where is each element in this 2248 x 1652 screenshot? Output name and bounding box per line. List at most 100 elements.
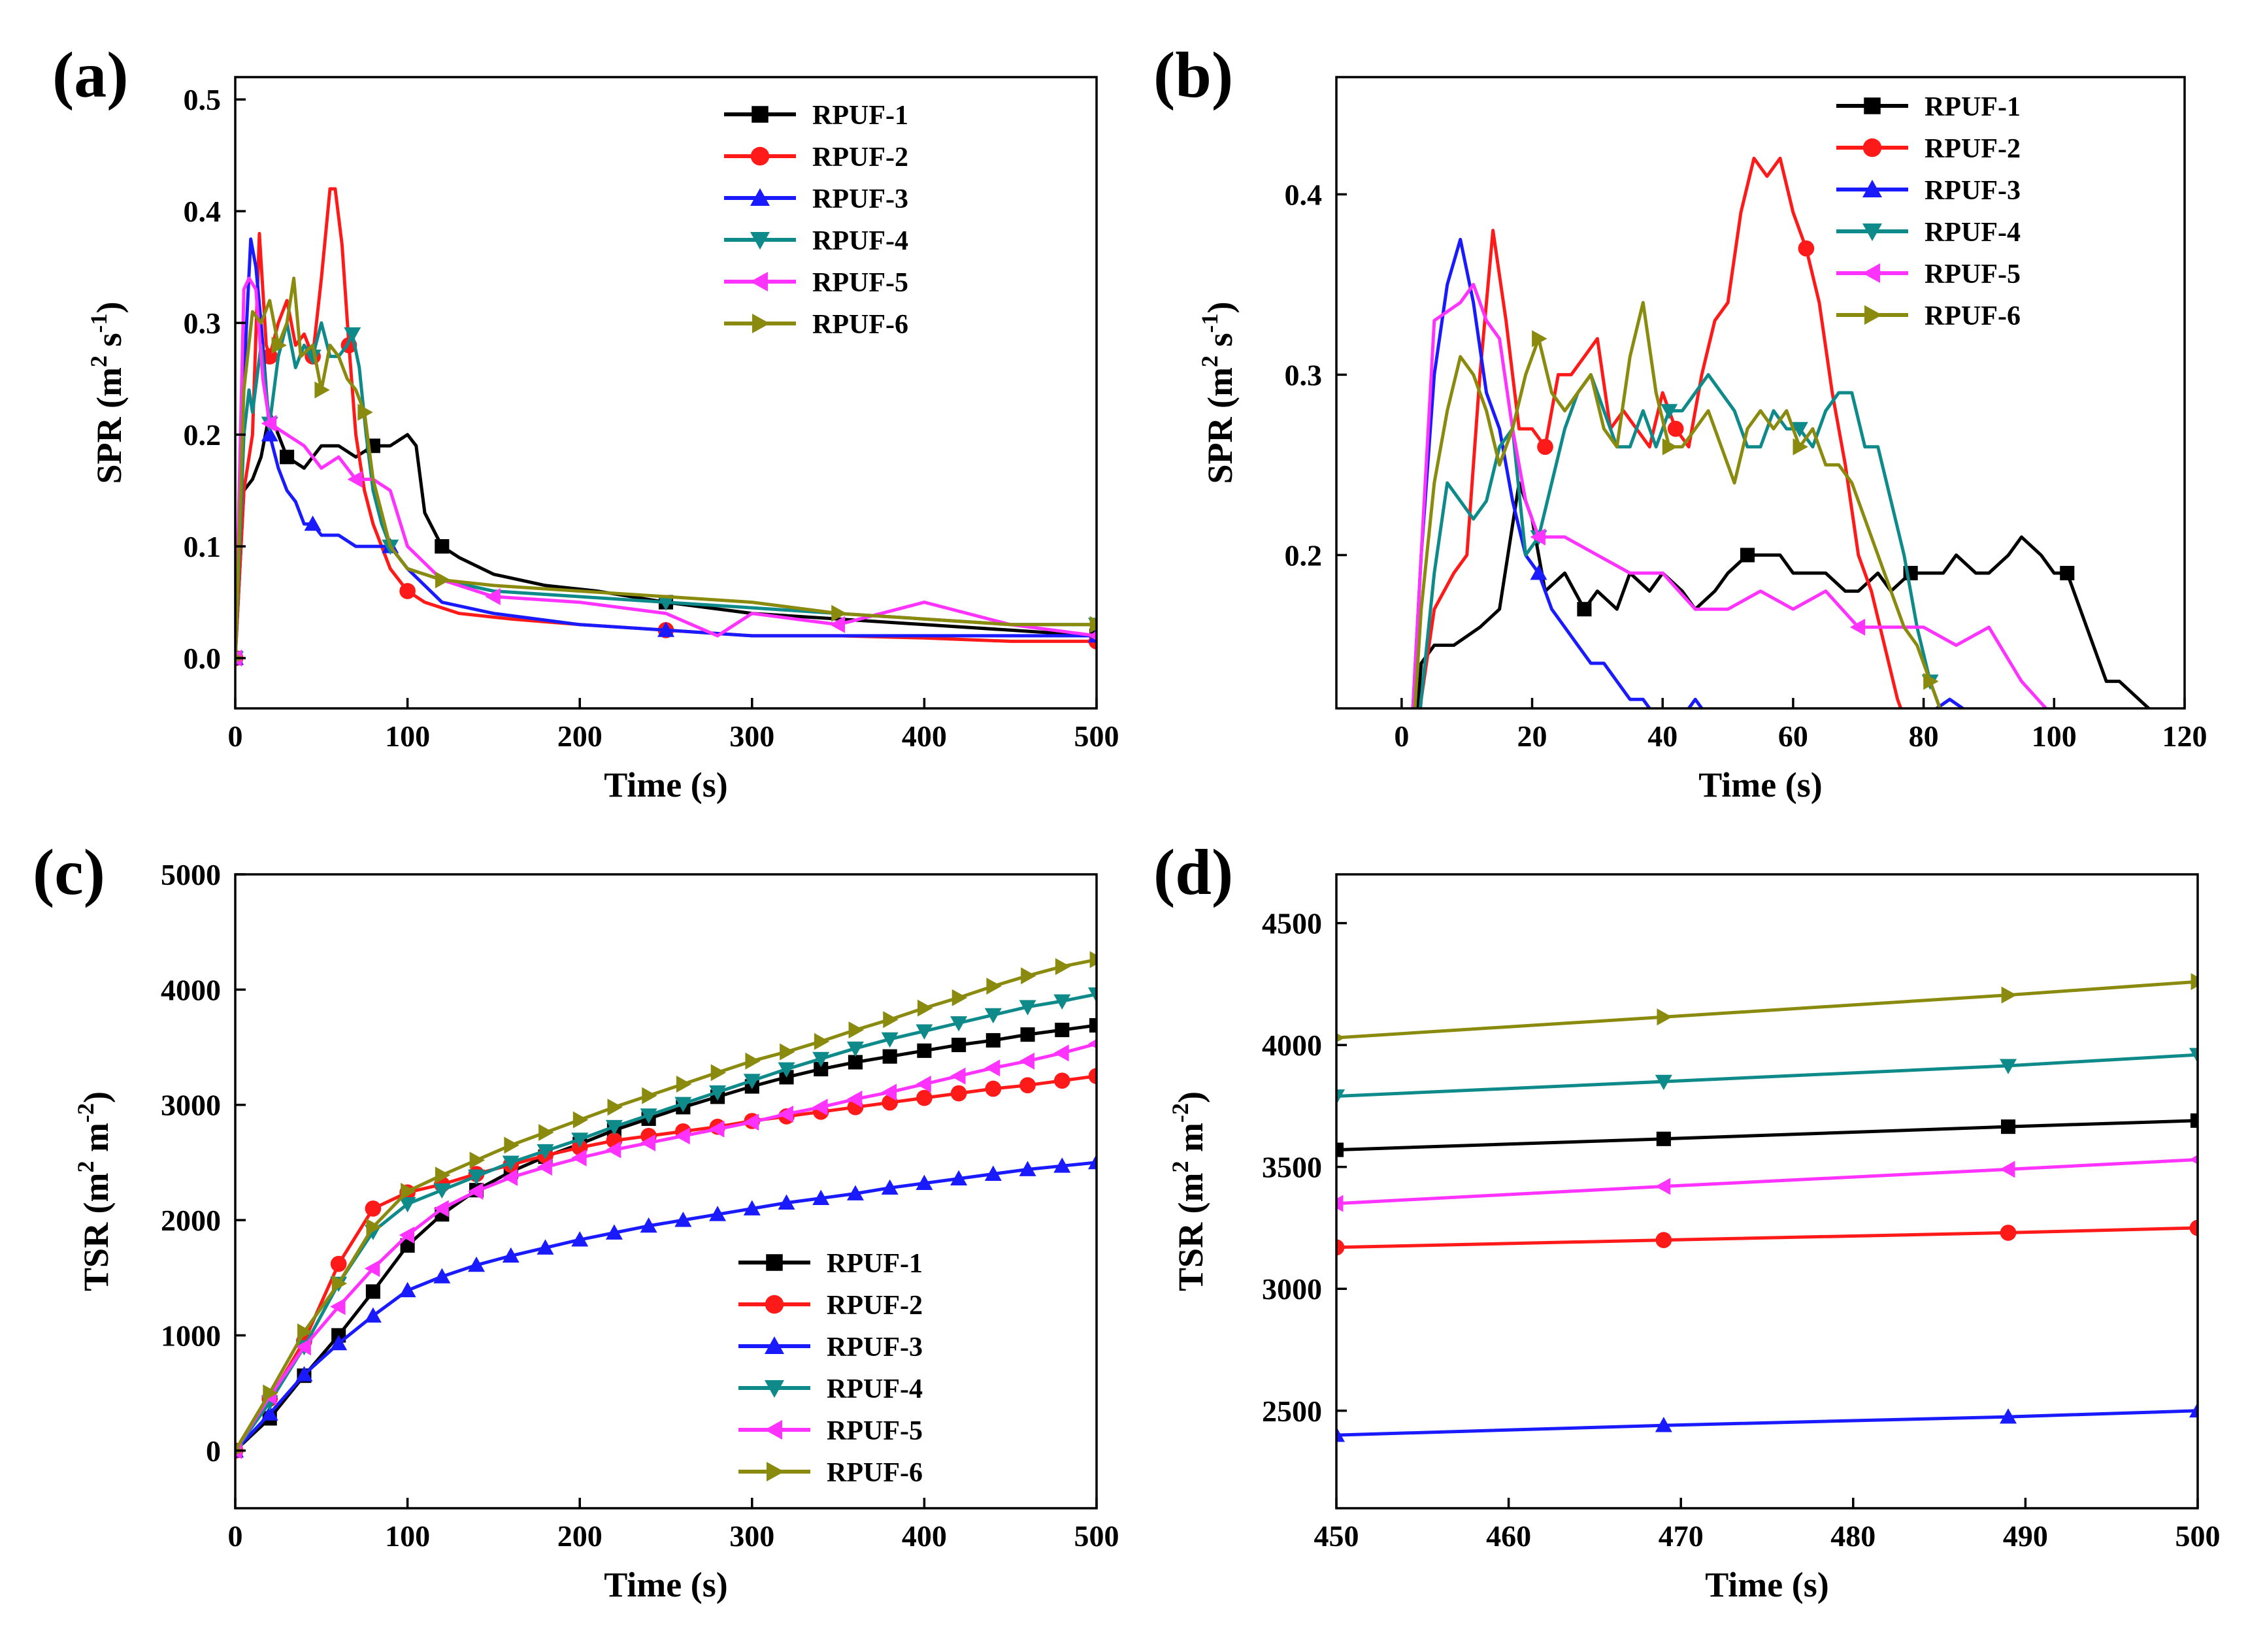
y-tick-label: 0.2	[1285, 538, 1323, 572]
data-point	[537, 1158, 552, 1176]
data-point	[365, 1284, 380, 1299]
data-point	[364, 1260, 380, 1278]
legend-item-rpuf-2: RPUF-2	[738, 1291, 923, 1321]
x-tick-label: 20	[1517, 719, 1547, 753]
data-point	[468, 1256, 486, 1272]
data-point	[399, 1281, 416, 1298]
data-point	[401, 1183, 416, 1200]
data-point	[950, 1085, 967, 1102]
data-point	[780, 1043, 795, 1061]
y-tick-label: 3000	[1262, 1272, 1322, 1306]
data-point	[1655, 1178, 1671, 1195]
data-point	[950, 1016, 968, 1032]
legend-label: RPUF-5	[1925, 259, 2021, 289]
series-line	[235, 1161, 1097, 1452]
x-tick-label: 0	[228, 1519, 243, 1553]
legend-label: RPUF-3	[827, 1332, 923, 1363]
data-point	[365, 1200, 382, 1217]
legend-marker	[750, 232, 770, 250]
y-tick-label: 1000	[161, 1319, 221, 1352]
x-tick-label: 500	[2175, 1519, 2221, 1553]
series-line	[1336, 1158, 2198, 1206]
data-point	[846, 1041, 864, 1057]
legend-item-rpuf-3: RPUF-3	[1836, 176, 2021, 206]
data-point	[399, 1227, 414, 1244]
data-point	[1336, 1142, 1344, 1157]
series-rpuf-2	[1336, 1219, 2198, 1256]
series-line	[1419, 156, 1903, 708]
y-tick-label: 0.5	[184, 83, 222, 116]
data-point	[2000, 1408, 2017, 1424]
data-point	[2000, 1225, 2017, 1241]
legend-marker	[750, 188, 770, 206]
series-rpuf-2	[235, 1068, 1097, 1459]
data-point	[812, 1099, 828, 1116]
data-point	[882, 1049, 897, 1064]
series-line	[1415, 481, 2151, 708]
legend-label: RPUF-6	[1925, 301, 2021, 331]
plot-area	[1393, 156, 2151, 924]
data-point	[846, 1090, 863, 1108]
legend-label: RPUF-4	[827, 1374, 923, 1404]
series-line	[1411, 237, 1966, 708]
series-rpuf-5	[1336, 1155, 2198, 1212]
data-point	[537, 1239, 554, 1255]
legend-marker	[750, 272, 768, 291]
x-tick-label: 60	[1778, 719, 1808, 753]
plot-area	[235, 187, 1097, 667]
data-point	[1088, 631, 1097, 641]
legend-label: RPUF-5	[827, 1416, 923, 1446]
y-axis-label: SPR (m2 s-1)	[86, 302, 129, 484]
data-point	[433, 1200, 449, 1217]
data-point	[1667, 420, 1684, 437]
legend-label: RPUF-2	[827, 1291, 923, 1321]
data-point	[1055, 958, 1071, 976]
data-point	[537, 1144, 554, 1160]
data-point	[1793, 438, 1808, 455]
y-axis-label: TSR (m2 m-2)	[1167, 1091, 1210, 1291]
x-tick-label: 80	[1909, 719, 1939, 753]
legend-marker	[752, 106, 769, 123]
data-point	[2189, 1155, 2198, 1165]
data-point	[1657, 1008, 1672, 1026]
x-tick-label: 500	[1074, 1519, 1119, 1553]
data-point	[986, 978, 1002, 995]
data-point	[1336, 1239, 1345, 1256]
data-point	[261, 426, 278, 442]
legend: RPUF-1 RPUF-2 RPUF-3 RPUF-4 RPUF-5 RPUF-6	[738, 1249, 923, 1488]
data-point	[1393, 909, 1410, 924]
legend-item-rpuf-2: RPUF-2	[724, 142, 908, 173]
legend-item-rpuf-6: RPUF-6	[724, 310, 908, 340]
data-point	[1530, 528, 1546, 546]
data-point	[1088, 987, 1097, 1003]
panel-a: 0 100 200 300 400 500 0.0 0.1 0.2 0.3 0.4 0.5 Time (…	[52, 39, 1119, 804]
data-point	[468, 1169, 486, 1185]
data-point	[1980, 727, 1997, 742]
data-point	[2190, 1113, 2198, 1128]
data-point	[1053, 994, 1071, 1010]
y-tick-label: 4500	[1262, 907, 1322, 940]
data-point	[984, 1008, 1002, 1024]
plot-frame	[234, 873, 1098, 1510]
data-point	[642, 1087, 657, 1104]
data-point	[2189, 1402, 2198, 1418]
data-point	[657, 621, 674, 637]
data-point	[344, 327, 361, 343]
series-line	[1413, 301, 1942, 708]
data-point	[778, 1194, 795, 1210]
data-point	[469, 1151, 486, 1169]
data-point	[295, 1366, 313, 1381]
legend-marker	[750, 146, 770, 166]
data-point	[709, 1120, 725, 1138]
x-tick-label: 300	[729, 719, 774, 753]
y-tick-label: 0.3	[1285, 358, 1323, 391]
data-point	[709, 1085, 727, 1101]
x-tick-label: 100	[385, 1519, 430, 1553]
data-point	[848, 1021, 864, 1039]
data-point	[1055, 1023, 1070, 1038]
data-point	[640, 1134, 656, 1151]
y-tick-label: 4000	[161, 973, 221, 1006]
x-tick-label: 450	[1314, 1519, 1359, 1553]
series-rpuf-1	[1415, 481, 2151, 708]
x-axis-label: Time (s)	[1705, 1565, 1828, 1604]
